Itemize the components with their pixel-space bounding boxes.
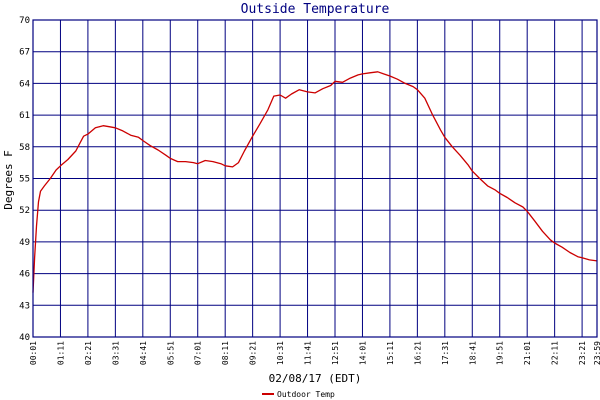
x-tick-label: 18:41 bbox=[468, 341, 477, 365]
plot-frame bbox=[32, 19, 598, 338]
y-tick-label: 49 bbox=[19, 238, 30, 248]
y-tick-label: 52 bbox=[19, 206, 30, 216]
x-axis-label: 02/08/17 (EDT) bbox=[269, 372, 362, 385]
y-tick-label: 58 bbox=[19, 143, 30, 153]
x-tick-label: 12:51 bbox=[331, 341, 340, 365]
y-tick-label: 40 bbox=[19, 333, 30, 343]
x-tick-label: 01:11 bbox=[56, 341, 65, 365]
legend-label: Outdoor Temp bbox=[277, 390, 335, 399]
x-tick-labels: 00:01 01:11 02:21 03:31 04:41 05:51 07:01 08:11… bbox=[29, 341, 600, 365]
y-tick-labels: 40 43 46 49 52 55 58 61 64 67 70 bbox=[19, 16, 30, 343]
y-tick-label: 46 bbox=[19, 270, 30, 280]
y-tick-label: 67 bbox=[19, 48, 30, 58]
x-tick-label: 21:01 bbox=[523, 341, 532, 365]
series-layer bbox=[32, 71, 598, 293]
x-tick-label: 23:59 bbox=[593, 341, 600, 365]
grid-lines bbox=[32, 19, 598, 338]
chart-title: Outside Temperature bbox=[241, 2, 390, 17]
x-tick-label: 19:51 bbox=[496, 341, 505, 365]
x-tick-label: 04:41 bbox=[139, 341, 148, 365]
x-tick-label: 07:01 bbox=[194, 341, 203, 365]
y-axis-label: Degrees F bbox=[2, 150, 15, 210]
x-tick-label: 22:11 bbox=[551, 341, 560, 365]
x-tick-label: 17:31 bbox=[441, 341, 450, 365]
x-tick-label: 10:31 bbox=[276, 341, 285, 365]
x-tick-label: 02:21 bbox=[84, 341, 93, 365]
x-tick-label: 11:41 bbox=[304, 341, 313, 365]
legend: Outdoor Temp bbox=[262, 390, 335, 399]
x-tick-label: 09:21 bbox=[249, 341, 258, 365]
x-tick-label: 03:31 bbox=[111, 341, 120, 365]
x-tick-label: 05:51 bbox=[166, 341, 175, 365]
x-tick-label: 16:21 bbox=[413, 341, 422, 365]
y-tick-label: 64 bbox=[19, 79, 30, 89]
y-tick-label: 70 bbox=[19, 16, 30, 26]
x-tick-label: 14:01 bbox=[358, 341, 367, 365]
y-tick-label: 55 bbox=[19, 175, 30, 185]
x-tick-label: 15:11 bbox=[386, 341, 395, 365]
x-tick-label: 00:01 bbox=[29, 341, 38, 365]
series-line-outdoor-temp bbox=[32, 71, 598, 293]
x-tick-label: 08:11 bbox=[221, 341, 230, 365]
x-tick-label: 23:21 bbox=[578, 341, 587, 365]
y-tick-label: 43 bbox=[19, 301, 30, 311]
y-tick-label: 61 bbox=[19, 111, 30, 121]
